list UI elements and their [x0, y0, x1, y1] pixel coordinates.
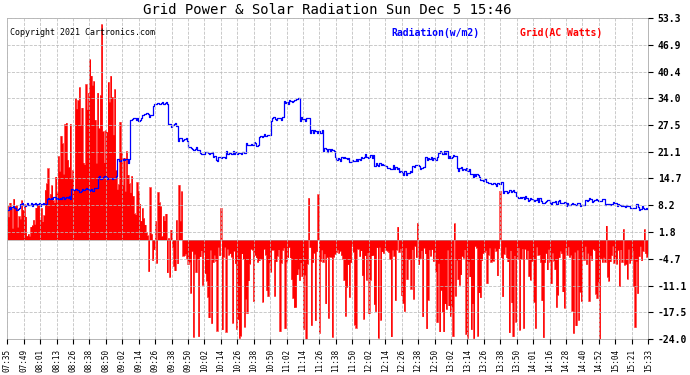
Text: Grid(AC Watts): Grid(AC Watts): [520, 28, 602, 38]
Text: Copyright 2021 Cartronics.com: Copyright 2021 Cartronics.com: [10, 28, 155, 37]
Title: Grid Power & Solar Radiation Sun Dec 5 15:46: Grid Power & Solar Radiation Sun Dec 5 1…: [144, 3, 512, 17]
Text: Radiation(w/m2): Radiation(w/m2): [392, 28, 480, 38]
